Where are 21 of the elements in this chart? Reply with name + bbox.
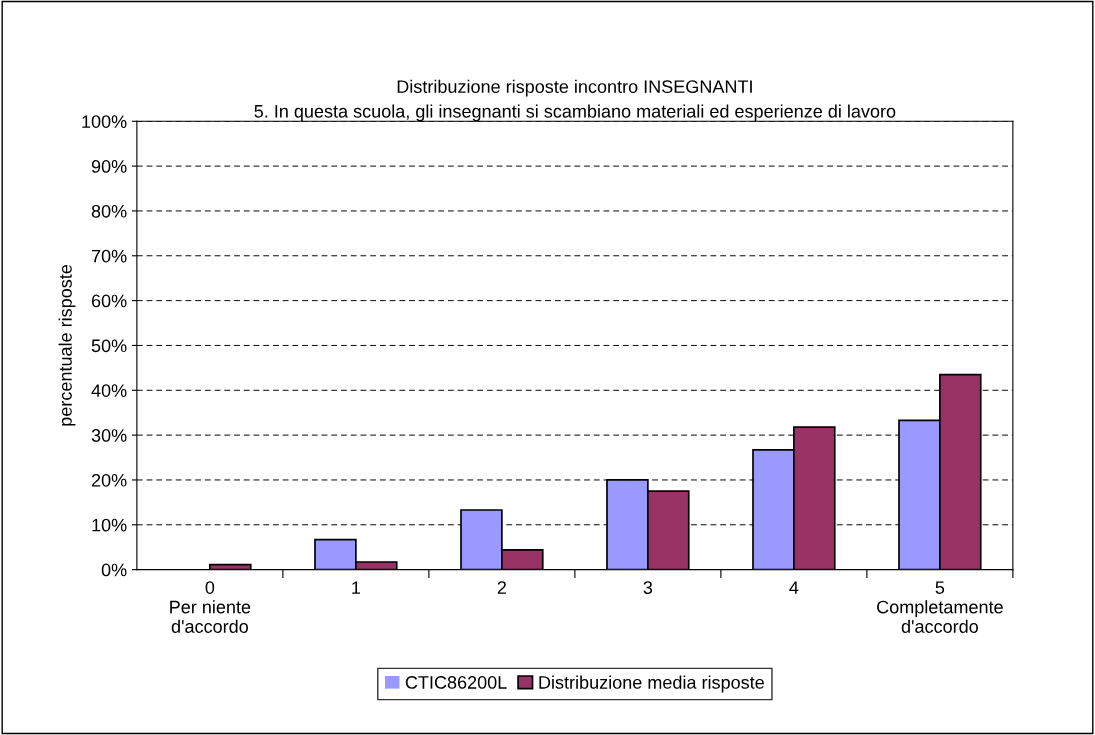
y-tick-label: 80% (91, 204, 127, 218)
y-tick-label: 100% (82, 115, 127, 128)
legend-label: CTIC86200L (405, 676, 507, 689)
y-tick-label: 0% (101, 563, 127, 577)
x-tick-label: 1 (352, 581, 361, 594)
y-axis-title: percentuale risposte (58, 264, 76, 426)
x-tick-label: 4 (789, 581, 799, 594)
y-tick-label: 90% (91, 160, 127, 173)
y-tick-label: 70% (91, 249, 127, 263)
y-tick-label: 20% (91, 473, 127, 487)
legend-label: Distribuzione media risposte (539, 675, 764, 693)
y-tick-label: 30% (91, 429, 127, 442)
chart-title: Distribuzione risposte incontro INSEGNANTI 5. In questa scuola, gli insegnanti si scambiano materiali ed esperienze di lavoro (254, 79, 896, 122)
y-tick-label: 60% (91, 294, 127, 308)
x-tick-label: 5 Completamente d'accordo (877, 581, 1003, 633)
y-tick-label: 50% (91, 339, 127, 353)
y-tick-label: 10% (92, 518, 127, 532)
y-tick-label: 40% (91, 384, 127, 398)
x-tick-label: 0 Per niente d'accordo (170, 581, 251, 633)
x-tick-label: 2 (497, 581, 506, 594)
x-tick-label: 3 (643, 581, 653, 594)
